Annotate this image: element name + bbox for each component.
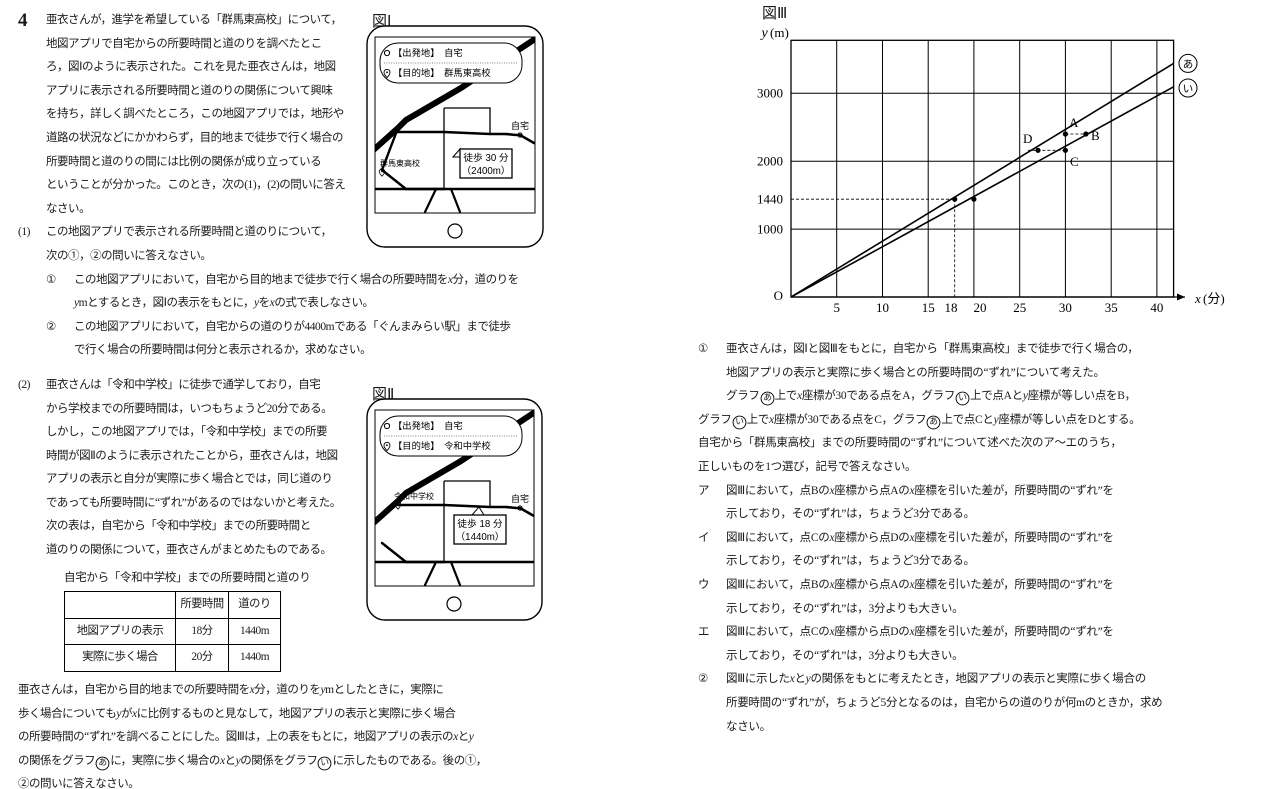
svg-text:1000: 1000 [757, 222, 783, 237]
svg-text:B: B [1091, 128, 1100, 143]
svg-text:自宅: 自宅 [511, 120, 529, 131]
svg-text:3000: 3000 [757, 86, 783, 101]
svg-text:（1440m）: （1440m） [456, 531, 505, 543]
svg-text:20: 20 [974, 300, 987, 315]
svg-text:(m): (m) [770, 25, 789, 40]
svg-text:（2400m）: （2400m） [462, 165, 511, 177]
svg-text:40: 40 [1150, 300, 1163, 315]
svg-text:令和中学校: 令和中学校 [394, 491, 434, 501]
svg-text:群馬東高校: 群馬東高校 [380, 158, 420, 168]
svg-text:A: A [1069, 115, 1079, 130]
svg-text:【出発地】 自宅: 【出発地】 自宅 [393, 420, 463, 431]
svg-text:O: O [774, 288, 783, 303]
svg-text:あ: あ [1183, 59, 1194, 71]
svg-text:徒歩 18 分: 徒歩 18 分 [457, 517, 503, 530]
svg-text:1440: 1440 [757, 192, 783, 207]
svg-text:35: 35 [1105, 300, 1118, 315]
svg-text:C: C [1070, 154, 1079, 169]
svg-text:徒歩 30 分: 徒歩 30 分 [463, 151, 509, 164]
svg-text:D: D [1023, 131, 1032, 146]
svg-text:2000: 2000 [757, 154, 783, 169]
svg-text:10: 10 [876, 300, 889, 315]
svg-text:【目的地】 群馬東高校: 【目的地】 群馬東高校 [393, 67, 491, 78]
svg-text:18: 18 [945, 300, 958, 315]
svg-text:25: 25 [1013, 300, 1026, 315]
svg-text:い: い [1183, 84, 1194, 95]
svg-text:自宅: 自宅 [511, 493, 529, 504]
svg-text:x: x [1194, 291, 1201, 306]
svg-text:(分): (分) [1203, 291, 1225, 306]
svg-text:【目的地】 令和中学校: 【目的地】 令和中学校 [393, 440, 491, 451]
svg-text:【出発地】 自宅: 【出発地】 自宅 [393, 47, 463, 58]
svg-text:15: 15 [922, 300, 935, 315]
svg-text:5: 5 [833, 300, 840, 315]
svg-text:30: 30 [1059, 300, 1072, 315]
svg-text:y: y [760, 26, 769, 41]
